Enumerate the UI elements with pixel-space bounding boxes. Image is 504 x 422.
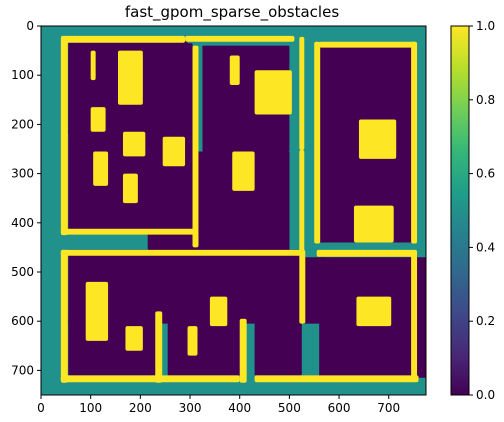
occupied-region	[187, 326, 198, 356]
occupied-region	[60, 249, 68, 383]
occupied-region	[185, 35, 295, 42]
free-region	[299, 257, 327, 324]
colorbar-tick-label: 0.8	[476, 93, 495, 107]
occupied-region	[232, 151, 255, 191]
occupied-region	[254, 70, 292, 115]
occupied-region	[85, 281, 109, 341]
unknown-region	[41, 26, 61, 395]
y-tick-label: 700	[11, 363, 34, 377]
occupied-region	[319, 41, 417, 48]
chart-title: fast_gpom_sparse_obstacles	[125, 3, 339, 22]
occupied-region	[90, 107, 106, 132]
occupied-region	[411, 41, 418, 244]
y-tick-label: 0	[26, 19, 34, 33]
unknown-region	[319, 243, 417, 250]
occupied-region	[353, 205, 394, 243]
occupied-region	[299, 249, 306, 324]
colorbar-ticks: 0.0 0.2 0.4 0.6 0.8 1.0	[469, 19, 495, 402]
unknown-region	[304, 41, 315, 254]
colorbar-gradient	[451, 26, 469, 395]
free-region	[68, 249, 302, 324]
occupied-region	[192, 45, 199, 248]
x-tick-label: 700	[377, 401, 400, 415]
y-tick-label: 400	[11, 216, 34, 230]
free-region	[254, 249, 302, 376]
occupied-region	[254, 375, 419, 383]
plot-frame	[40, 25, 427, 396]
colorbar: 0.0 0.2 0.4 0.6 0.8 1.0	[450, 19, 495, 402]
y-tick-label: 500	[11, 265, 34, 279]
occupied-region	[60, 40, 68, 236]
occupied-region	[229, 55, 240, 86]
occupied-region	[93, 151, 109, 186]
occupied-region	[314, 41, 321, 244]
occupied-region	[356, 296, 392, 327]
unknown-region	[60, 382, 426, 395]
occupied-region	[125, 326, 143, 351]
colorbar-tick-label: 0.6	[476, 167, 495, 181]
y-tick-label: 100	[11, 68, 34, 82]
occupied-region	[162, 136, 186, 167]
colorbar-tick-label: 1.0	[476, 19, 495, 33]
y-tick-label: 600	[11, 314, 34, 328]
x-tick-label: 200	[129, 401, 152, 415]
x-tick-label: 300	[179, 401, 202, 415]
x-tick-label: 600	[328, 401, 351, 415]
x-tick-label: 500	[278, 401, 301, 415]
x-tick-label: 0	[37, 401, 45, 415]
occupied-region	[122, 131, 146, 157]
plot-area	[41, 26, 426, 395]
free-region	[68, 318, 158, 376]
occupied-region	[358, 119, 397, 159]
free-region	[202, 151, 290, 250]
x-tick-label: 400	[228, 401, 251, 415]
colorbar-tick-label: 0.0	[476, 388, 495, 402]
y-tick-label: 300	[11, 167, 34, 181]
colorbar-tick-label: 0.4	[476, 240, 495, 254]
x-axis: 0 100 200 300 400 500 600 700	[37, 395, 400, 415]
occupied-region	[316, 249, 417, 257]
colorbar-frame	[450, 25, 470, 396]
occupied-region	[60, 249, 305, 256]
occupied-region	[118, 50, 143, 105]
occupied-region	[155, 311, 163, 383]
occupied-region	[299, 36, 305, 150]
colorbar-tick-label: 0.2	[476, 314, 495, 328]
occupied-region	[239, 318, 247, 383]
x-tick-label: 100	[79, 401, 102, 415]
occupied-region	[209, 296, 228, 327]
free-region	[167, 318, 243, 376]
y-axis: 0 100 200 300 400 500 600 700	[11, 19, 41, 377]
occupied-region	[90, 50, 96, 81]
occupied-region	[60, 375, 240, 383]
occupied-region	[411, 249, 418, 378]
occupancy-regions	[41, 26, 426, 395]
occupied-region	[122, 173, 138, 204]
occupied-region	[299, 149, 305, 254]
y-tick-label: 200	[11, 117, 34, 131]
occupied-region	[60, 35, 186, 43]
occupied-region	[60, 228, 198, 235]
